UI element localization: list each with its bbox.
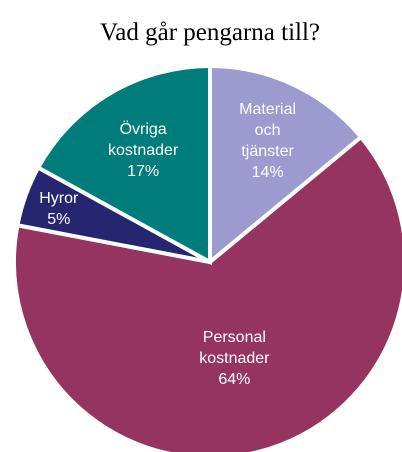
pie-slice bbox=[208, 63, 364, 267]
slice-label: Material och tjänster bbox=[239, 101, 296, 160]
slice-value-label: 14% bbox=[252, 164, 284, 181]
chart-title: Vad går pengarna till? bbox=[100, 19, 320, 46]
slice-label: Hyror bbox=[39, 190, 79, 207]
slice-label: Personal kostnader bbox=[199, 329, 270, 367]
slice-label: Övriga kostnader bbox=[108, 120, 179, 159]
slice-value-label: 5% bbox=[47, 211, 70, 228]
slice-value-label: 17% bbox=[127, 163, 159, 180]
slice-value-label: 64% bbox=[218, 371, 250, 388]
pie-slice bbox=[35, 63, 212, 266]
